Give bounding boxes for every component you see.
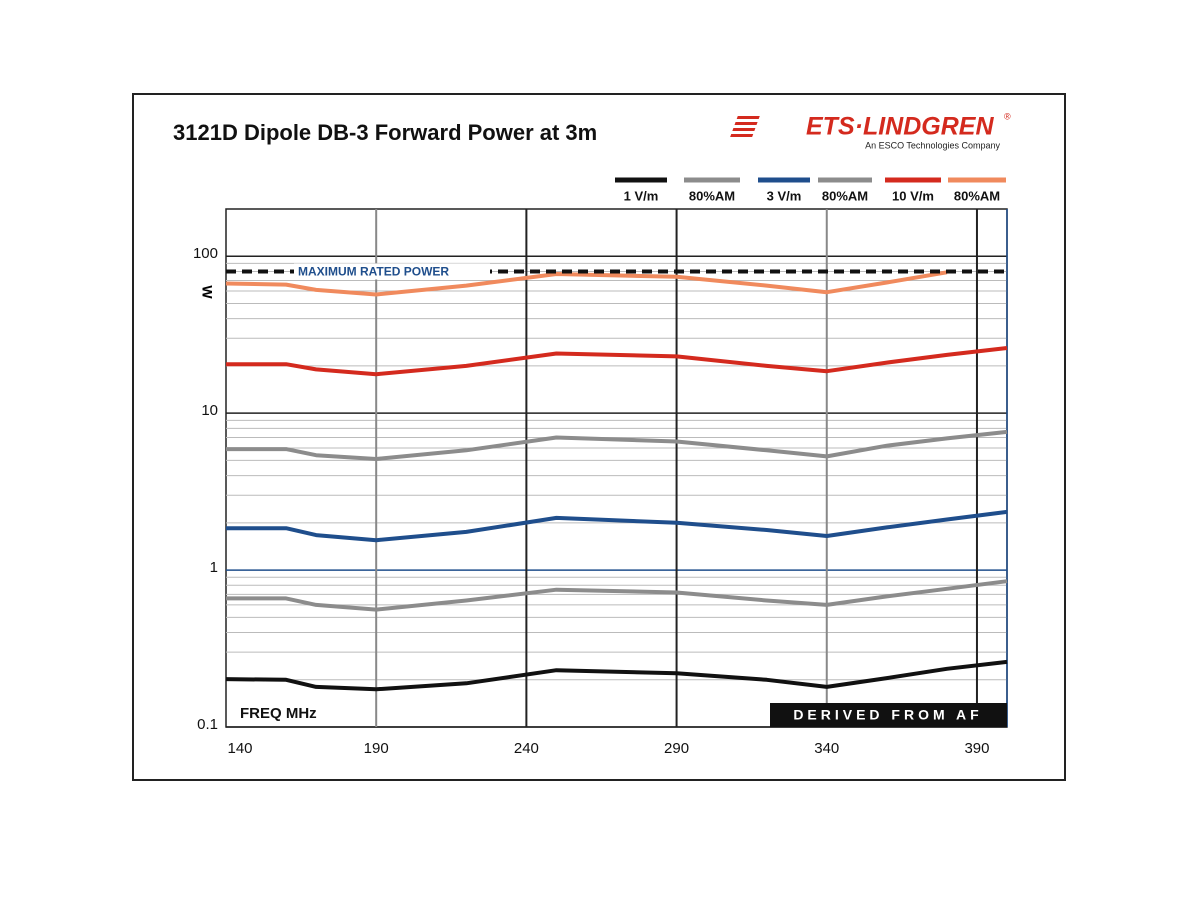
- y-tick-label: 1: [210, 559, 218, 576]
- logo-tagline: An ESCO Technologies Company: [865, 140, 1000, 150]
- legend-label: 3 V/m: [767, 188, 802, 203]
- x-tick-label: 390: [964, 740, 989, 757]
- x-tick-label: 340: [814, 740, 839, 757]
- plot-area: [225, 208, 1008, 728]
- legend-label: 10 V/m: [892, 188, 934, 203]
- annotation-bg: [294, 263, 490, 280]
- x-tick-label: 190: [364, 740, 389, 757]
- logo-icon: [730, 116, 760, 137]
- y-tick-label: 0.1: [197, 716, 218, 733]
- y-tick-label: 100: [193, 245, 218, 262]
- note: DERIVED FROM AF: [793, 707, 982, 723]
- x-axis-label: FREQ MHz: [240, 705, 317, 722]
- chart-title: 3121D Dipole DB-3 Forward Power at 3m: [173, 120, 597, 145]
- note-bg: [770, 703, 1007, 727]
- series-line: [225, 270, 948, 297]
- logo-mark: ®: [1004, 111, 1011, 121]
- logo-name: ETS·LINDGREN: [806, 113, 994, 141]
- series-line: [225, 659, 1008, 692]
- legend-label: 1 V/m: [624, 188, 659, 203]
- series-line: [226, 579, 1008, 612]
- logo: ETS·LINDGREN ® An ESCO Technologies Comp…: [730, 111, 1011, 150]
- series-line: [226, 429, 1008, 461]
- legend-label: 80%AM: [689, 188, 735, 203]
- legend-label: 80%AM: [822, 188, 868, 203]
- series-line: [226, 346, 1008, 377]
- annotation: MAXIMUM RATED POWER: [298, 265, 449, 279]
- x-tick-label: 240: [514, 740, 539, 757]
- y-tick-label: 10: [201, 402, 218, 419]
- x-tick-label: 140: [227, 740, 252, 757]
- x-tick-label: 290: [664, 740, 689, 757]
- series-line: [226, 509, 1008, 543]
- y-axis-label: W: [199, 285, 215, 299]
- legend-label: 80%AM: [954, 188, 1000, 203]
